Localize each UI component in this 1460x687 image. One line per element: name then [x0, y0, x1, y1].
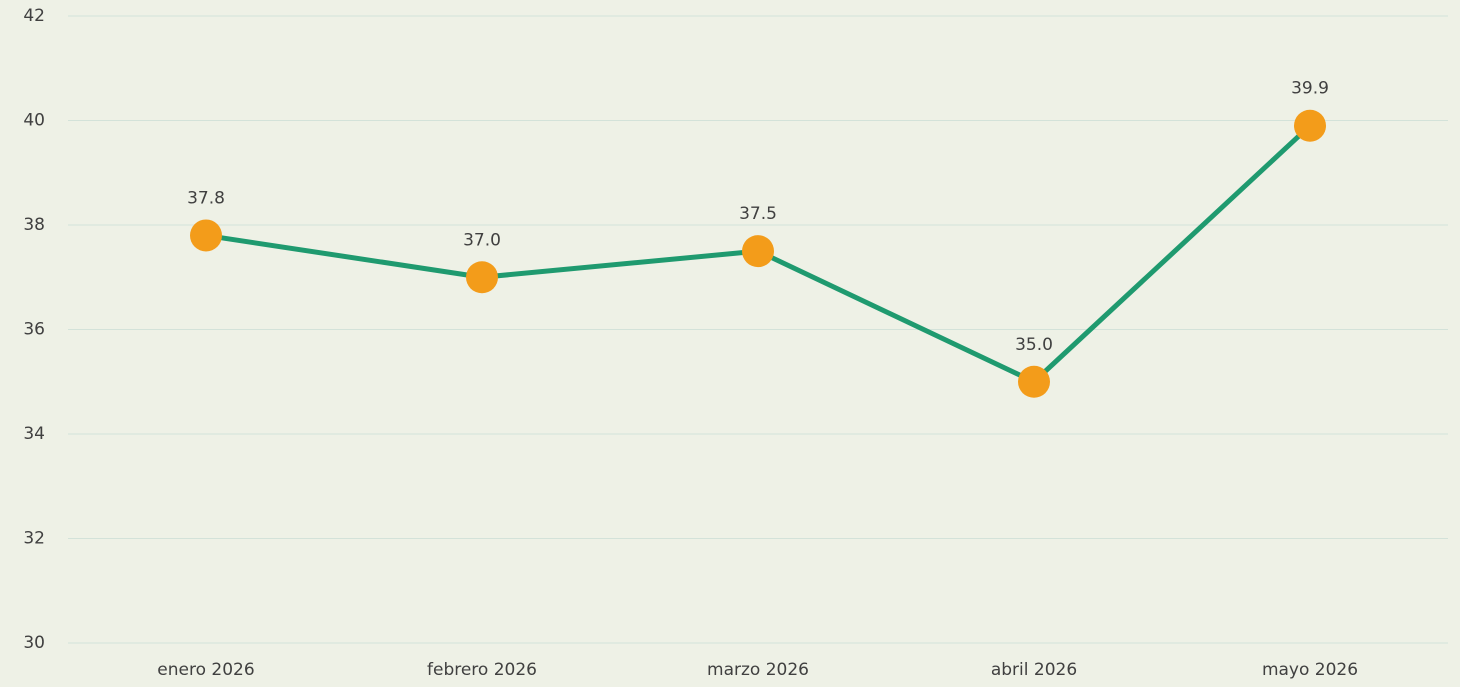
y-tick-label: 36: [23, 320, 45, 340]
marker: [1018, 365, 1050, 398]
marker: [466, 261, 498, 294]
y-tick-label: 42: [23, 6, 45, 26]
y-tick-label: 30: [23, 633, 45, 653]
y-tick-label: 32: [23, 529, 45, 549]
data-label: 37.8: [187, 188, 225, 208]
marker: [742, 235, 774, 268]
x-tick-label: marzo 2026: [707, 660, 809, 680]
data-label: 37.5: [739, 204, 777, 224]
data-label: 37.0: [463, 230, 501, 250]
y-tick-label: 34: [23, 424, 45, 444]
data-label: 35.0: [1015, 335, 1053, 355]
x-tick-label: mayo 2026: [1262, 660, 1358, 680]
x-tick-label: enero 2026: [157, 660, 254, 680]
x-tick-label: abril 2026: [991, 660, 1077, 680]
marker: [1294, 109, 1326, 142]
x-tick-label: febrero 2026: [427, 660, 537, 680]
data-label: 39.9: [1291, 79, 1329, 99]
marker: [190, 219, 222, 252]
y-tick-label: 40: [23, 111, 45, 131]
y-tick-label: 38: [23, 215, 45, 235]
